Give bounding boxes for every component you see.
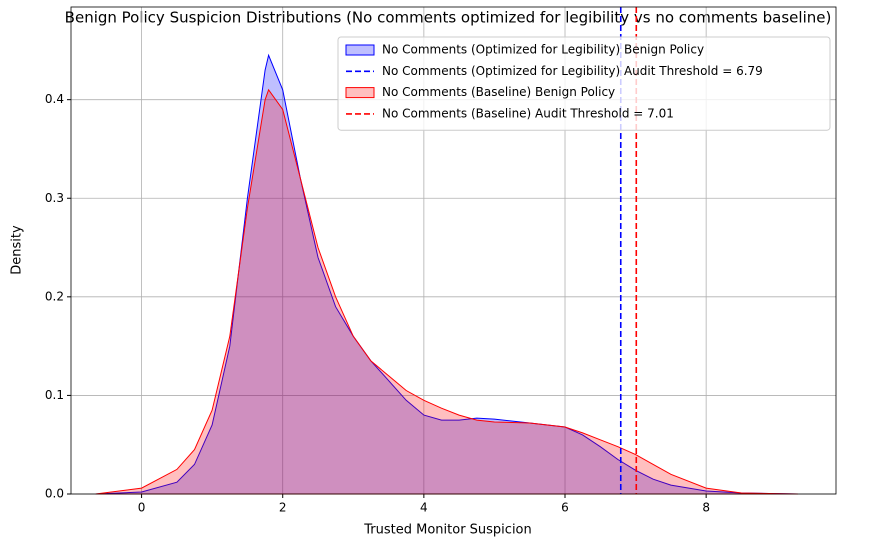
legend-label: No Comments (Baseline) Benign Policy xyxy=(382,85,615,99)
y-tick-label: 0.1 xyxy=(45,388,64,402)
x-axis-label: Trusted Monitor Suspicion xyxy=(363,523,532,538)
chart-title: Benign Policy Suspicion Distributions (N… xyxy=(65,9,832,27)
y-axis-label: Density xyxy=(10,225,25,275)
x-tick-label: 0 xyxy=(138,501,146,515)
y-tick-label: 0.0 xyxy=(45,487,64,501)
x-tick-label: 8 xyxy=(702,501,710,515)
legend: No Comments (Optimized for Legibility) B… xyxy=(337,36,831,131)
y-tick-label: 0.2 xyxy=(45,289,64,303)
legend-box xyxy=(337,36,831,131)
legend-label: No Comments (Optimized for Legibility) B… xyxy=(382,43,704,57)
x-tick-label: 6 xyxy=(561,501,569,515)
legend-swatch xyxy=(345,87,375,99)
y-tick-label: 0.4 xyxy=(45,92,64,106)
y-tick-label: 0.3 xyxy=(45,191,64,205)
x-tick-label: 4 xyxy=(420,501,428,515)
plot-frame xyxy=(70,6,837,495)
density-area xyxy=(95,88,798,495)
legend-swatch xyxy=(345,44,375,56)
legend-label: No Comments (Optimized for Legibility) A… xyxy=(382,64,763,78)
x-tick-label: 2 xyxy=(279,501,287,515)
legend-label: No Comments (Baseline) Audit Threshold =… xyxy=(382,106,674,120)
